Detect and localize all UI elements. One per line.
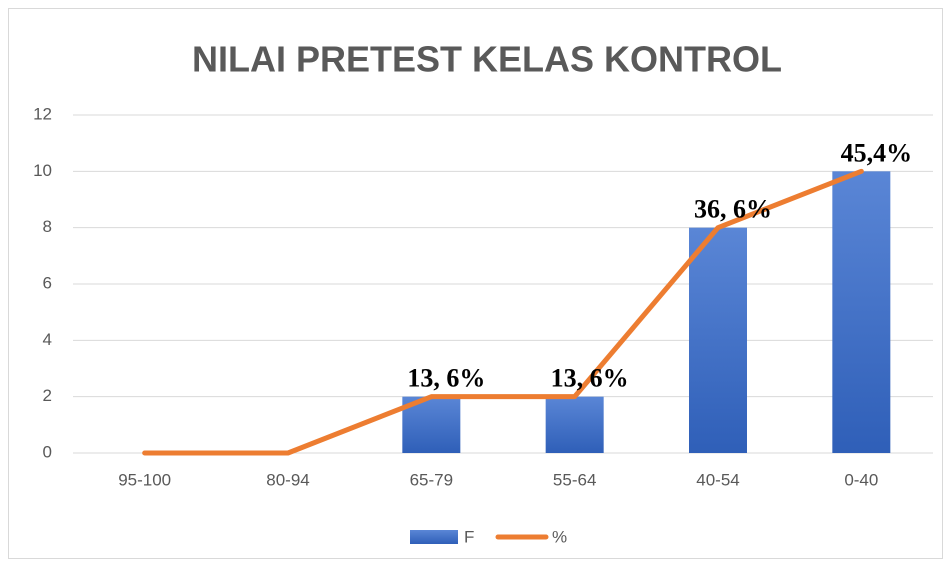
x-tick-label: 65-79 (410, 470, 453, 489)
x-tick-label: 40-54 (696, 470, 739, 489)
annotation: 36, 6% (694, 195, 772, 224)
x-tick-label: 95-100 (118, 470, 171, 489)
y-tick-label: 8 (43, 217, 52, 236)
x-tick-label: 80-94 (266, 470, 309, 489)
y-tick-label: 12 (33, 104, 52, 123)
y-tick-label: 0 (43, 442, 52, 461)
legend-label: % (552, 527, 567, 546)
bar (689, 227, 747, 453)
annotation: 13, 6% (551, 364, 629, 393)
y-tick-label: 4 (43, 330, 52, 349)
bar (832, 171, 891, 454)
annotation: 13, 6% (407, 364, 485, 393)
y-tick-label: 2 (43, 386, 52, 405)
bar (545, 396, 604, 453)
y-tick-label: 6 (43, 273, 52, 292)
x-tick-label: 55-64 (553, 470, 596, 489)
chart-title: NILAI PRETEST KELAS KONTROL (192, 39, 782, 80)
legend-label: F (464, 527, 474, 546)
annotation: 45,4% (841, 138, 913, 167)
legend-swatch (410, 530, 458, 544)
y-tick-label: 10 (33, 161, 52, 180)
x-tick-label: 0-40 (844, 470, 878, 489)
line (142, 168, 864, 456)
